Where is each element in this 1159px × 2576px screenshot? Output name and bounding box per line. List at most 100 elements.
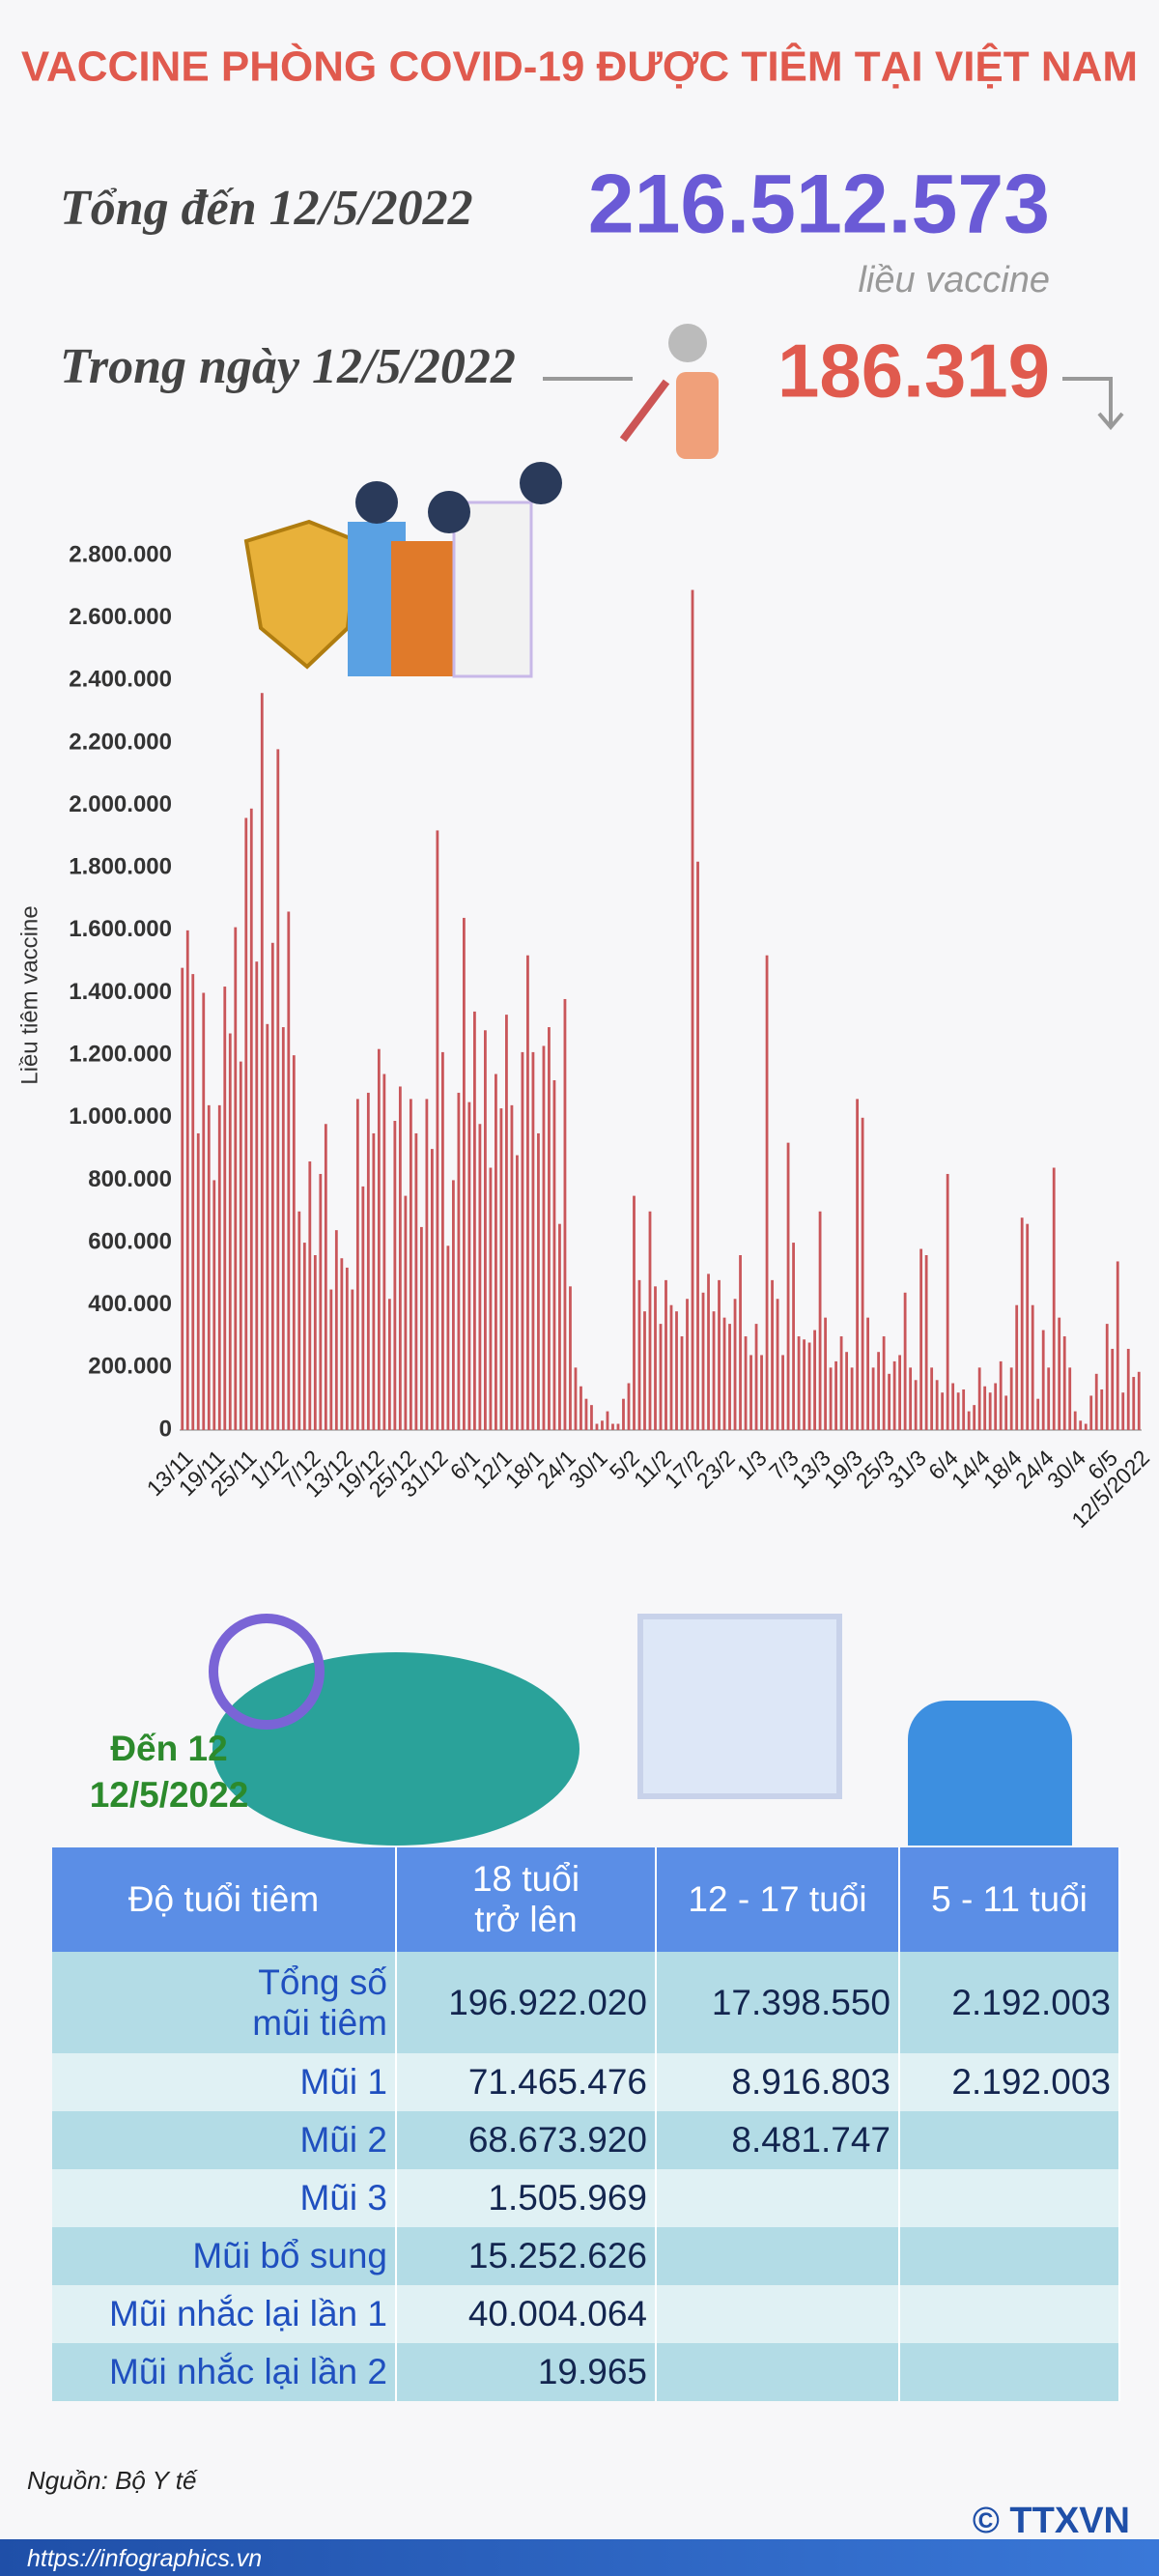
bar [877, 1352, 881, 1430]
y-tick-label: 1.600.000 [69, 916, 172, 942]
table-row: Mũi 2 68.673.920 8.481.747 [52, 2111, 1120, 2169]
bar [185, 930, 189, 1430]
cell-value: 1.505.969 [397, 2169, 657, 2227]
bar [973, 1405, 976, 1430]
bar [680, 1336, 684, 1430]
bar [994, 1383, 998, 1430]
bar [1089, 1395, 1093, 1430]
bar [669, 1304, 673, 1430]
empty-cell [900, 2169, 1120, 2227]
y-tick-label: 400.000 [88, 1291, 172, 1317]
bar [1020, 1217, 1024, 1430]
bar [297, 1211, 301, 1430]
bar [329, 1289, 333, 1430]
bar [287, 911, 291, 1430]
bar [686, 1299, 689, 1430]
bar [563, 998, 567, 1430]
bar [1121, 1392, 1125, 1430]
bar [1094, 1373, 1098, 1430]
bar [675, 1311, 678, 1430]
bar [829, 1367, 833, 1430]
bar [967, 1411, 971, 1430]
table-row: Mũi 3 1.505.969 [52, 2169, 1120, 2227]
header-cell: Độ tuổi tiêm [52, 1847, 397, 1952]
bar [946, 1173, 949, 1430]
bar [691, 589, 694, 1430]
cell-value: 40.004.064 [397, 2285, 657, 2343]
bar [552, 1080, 556, 1430]
cell-value: 196.922.020 [397, 1952, 657, 2053]
bar [521, 1051, 524, 1430]
row-label: Mũi 1 [52, 2053, 397, 2111]
bar [1015, 1304, 1019, 1430]
bar [499, 1108, 503, 1430]
bar [181, 967, 184, 1430]
bar [1041, 1330, 1045, 1430]
bar [754, 1324, 758, 1430]
bar [377, 1048, 381, 1430]
bar [834, 1360, 837, 1430]
bar [351, 1289, 354, 1430]
bar [590, 1405, 593, 1430]
bar [542, 1045, 546, 1430]
y-tick-label: 200.000 [88, 1354, 172, 1380]
bar [462, 917, 466, 1430]
bar [398, 1086, 402, 1430]
day-value: 186.319 [777, 329, 1050, 414]
bar [505, 1015, 508, 1430]
bar [988, 1392, 992, 1430]
bar [366, 1092, 370, 1430]
bar [718, 1279, 721, 1430]
bar [892, 1360, 896, 1430]
bar [387, 1299, 391, 1430]
bar [696, 861, 699, 1430]
bar [712, 1311, 716, 1430]
y-tick-label: 1.200.000 [69, 1041, 172, 1067]
row-label: Mũi nhắc lại lần 1 [52, 2285, 397, 2343]
x-tick-label: 30/1 [564, 1445, 612, 1493]
bar [1036, 1398, 1040, 1430]
bar [861, 1117, 864, 1430]
table-caption: Đến 12 12/5/2022 [58, 1726, 280, 1818]
table-row: Mũi nhắc lại lần 1 40.004.064 [52, 2285, 1120, 2343]
row-label: Mũi bổ sung [52, 2227, 397, 2285]
bar [733, 1299, 737, 1430]
y-tick-label: 2.800.000 [69, 541, 172, 567]
bar [850, 1367, 854, 1430]
bar [701, 1292, 705, 1430]
bar [1062, 1336, 1066, 1430]
empty-cell [657, 2227, 900, 2285]
bar [888, 1373, 891, 1430]
bar [909, 1367, 913, 1430]
y-tick-label: 2.000.000 [69, 791, 172, 817]
x-tick-label: 30/4 [1042, 1445, 1090, 1493]
bar [903, 1292, 907, 1430]
bar [1031, 1304, 1034, 1430]
bar [409, 1099, 412, 1430]
bar [478, 1124, 482, 1430]
bar [207, 1104, 211, 1430]
bar [622, 1398, 625, 1430]
cell-value: 2.192.003 [900, 1952, 1120, 2053]
bar [292, 1055, 296, 1430]
bar [728, 1324, 731, 1430]
bar [813, 1330, 816, 1430]
table-header: Độ tuổi tiêm 18 tuổi trở lên 12 - 17 tuổi 5… [52, 1847, 1120, 1952]
bar [281, 1027, 285, 1430]
bar [319, 1173, 323, 1430]
table-row: Tổng số mũi tiêm 196.922.020 17.398.550 2.1… [52, 1952, 1120, 2053]
row-label: Tổng số mũi tiêm [52, 1952, 397, 2053]
cell-value: 8.481.747 [657, 2111, 900, 2169]
bar [212, 1180, 216, 1430]
bar [196, 1132, 200, 1430]
url: https://infographics.vn [27, 2545, 263, 2572]
x-tick-label: 23/2 [692, 1445, 740, 1493]
cell-value: 2.192.003 [900, 2053, 1120, 2111]
bar [440, 1051, 444, 1430]
bar [249, 808, 253, 1430]
bar [404, 1195, 408, 1430]
bar [839, 1336, 843, 1430]
header-cell: 12 - 17 tuổi [657, 1847, 900, 1952]
decoration [243, 324, 1124, 678]
chart: VACCINE PHÒNG COVID-19 ĐƯỢC TIÊM TẠI VIỆ… [16, 43, 1154, 1533]
